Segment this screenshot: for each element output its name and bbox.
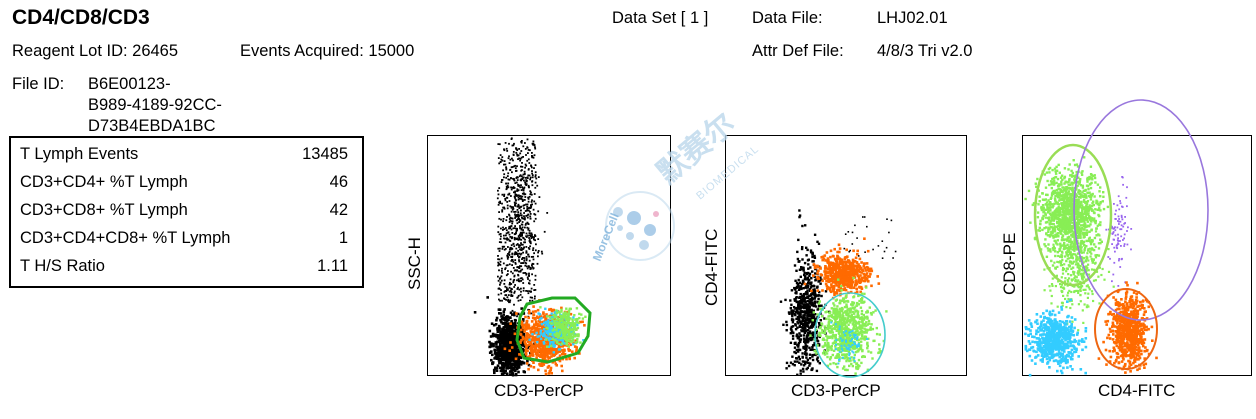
events-acquired: Events Acquired: 15000 xyxy=(240,42,415,60)
stats-row: CD3+CD4+CD8+ %T Lymph 1 xyxy=(20,229,348,255)
stats-value: 42 xyxy=(329,201,348,219)
plot2-cd4-points xyxy=(803,237,881,300)
gate-cd8 xyxy=(1033,143,1113,287)
plot1-granulocyte-points xyxy=(496,137,549,355)
data-file-value: LHJ02.01 xyxy=(877,9,948,27)
plot3-double-negative-points xyxy=(1024,298,1088,377)
reagent-lot: Reagent Lot ID: 26465 xyxy=(12,42,179,60)
stats-value: 1 xyxy=(338,229,348,247)
plot3-cd8-points xyxy=(1024,156,1115,332)
file-id-label: File ID: xyxy=(12,75,65,93)
data-file-label: Data File: xyxy=(752,9,823,27)
data-set: Data Set [ 1 ] xyxy=(612,9,709,27)
plot1-xlabel: CD3-PerCP xyxy=(494,381,584,400)
stats-row: T H/S Ratio 1.11 xyxy=(20,257,348,283)
watermark-brand: MoreCell xyxy=(590,211,622,263)
plot-cd8-cd4 xyxy=(1022,135,1252,376)
plot1-debris-points xyxy=(473,288,542,377)
file-id-line: B6E00123- xyxy=(88,75,171,93)
plot-cd4-cd3 xyxy=(725,135,967,376)
attr-def-label: Attr Def File: xyxy=(752,42,844,60)
gate-cd3-cd4 xyxy=(814,292,886,378)
plot3-cd4-cd8-points xyxy=(1105,176,1133,287)
stats-label: CD3+CD8+ %T Lymph xyxy=(20,201,188,219)
stats-row: CD3+CD4+ %T Lymph 46 xyxy=(20,173,348,199)
stats-value: 13485 xyxy=(302,145,348,163)
file-id-line: B989-4189-92CC- xyxy=(88,96,222,114)
plot2-cd8-points xyxy=(809,276,888,375)
stats-row: CD3+CD8+ %T Lymph 42 xyxy=(20,201,348,227)
file-id-line: D73B4EBDA1BC xyxy=(88,117,216,135)
plot2-negative-points xyxy=(779,209,835,376)
page-title: CD4/CD8/CD3 xyxy=(12,6,150,29)
gate-cd4 xyxy=(1094,288,1158,370)
plot2-xlabel: CD3-PerCP xyxy=(791,381,881,400)
stats-label: CD3+CD4+CD8+ %T Lymph xyxy=(20,229,231,247)
gate-cd4-cd8-double xyxy=(1073,99,1209,321)
stats-value: 46 xyxy=(329,173,348,191)
plot-ssc-cd3 xyxy=(427,135,671,376)
stats-value: 1.11 xyxy=(317,257,348,275)
stats-label: T H/S Ratio xyxy=(20,257,105,275)
plot2-sparse-points xyxy=(843,216,897,259)
stats-label: CD3+CD4+ %T Lymph xyxy=(20,173,188,191)
plot1-cd8-points xyxy=(528,306,588,354)
plot3-xlabel: CD4-FITC xyxy=(1098,381,1176,400)
attr-def-value: 4/8/3 Tri v2.0 xyxy=(877,42,973,60)
stats-label: T Lymph Events xyxy=(20,145,139,163)
gate-t-lymph xyxy=(515,296,592,364)
stats-table: T Lymph Events 13485 CD3+CD4+ %T Lymph 46 … xyxy=(9,136,364,288)
stats-row: T Lymph Events 13485 xyxy=(20,145,348,171)
